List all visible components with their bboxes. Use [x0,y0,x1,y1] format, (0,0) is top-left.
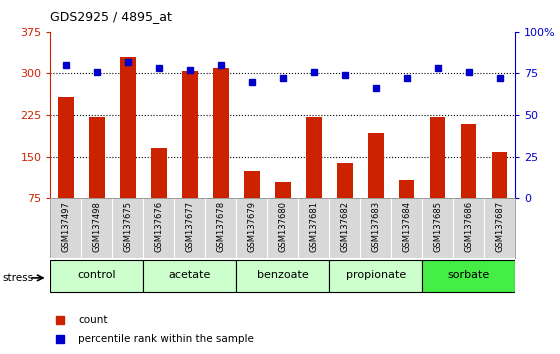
Text: GSM137685: GSM137685 [433,201,442,252]
Text: control: control [78,270,116,280]
Bar [213,68,228,198]
Bar [58,97,73,198]
Bar [399,180,414,198]
Text: GSM137682: GSM137682 [340,201,349,252]
Text: GSM137678: GSM137678 [216,201,225,252]
Text: GSM137497: GSM137497 [62,201,71,252]
Bar [236,260,329,292]
Text: GSM137686: GSM137686 [464,201,473,252]
Text: GSM137680: GSM137680 [278,201,287,252]
Text: GDS2925 / 4895_at: GDS2925 / 4895_at [50,10,172,23]
Bar [492,152,507,198]
Text: count: count [78,315,108,325]
Text: stress: stress [3,273,34,283]
Text: GSM137677: GSM137677 [185,201,194,252]
Bar [329,260,422,292]
Bar [89,117,105,198]
Text: benzoate: benzoate [257,270,309,280]
Bar [461,125,477,198]
Bar [182,71,198,198]
Text: propionate: propionate [346,270,406,280]
Text: GSM137676: GSM137676 [155,201,164,252]
Text: sorbate: sorbate [447,270,490,280]
Bar [430,117,445,198]
Text: GSM137498: GSM137498 [92,201,101,252]
Text: GSM137681: GSM137681 [309,201,318,252]
Bar [306,117,321,198]
Text: percentile rank within the sample: percentile rank within the sample [78,333,254,344]
Text: GSM137683: GSM137683 [371,201,380,252]
Text: GSM137684: GSM137684 [402,201,411,252]
Bar [422,260,515,292]
Bar [244,171,259,198]
Bar [120,57,136,198]
Bar [275,182,291,198]
Bar [151,148,167,198]
Text: GSM137675: GSM137675 [123,201,132,252]
Text: GSM137679: GSM137679 [248,201,256,252]
Text: GSM137687: GSM137687 [495,201,504,252]
Bar [50,260,143,292]
Bar [337,163,353,198]
Bar [143,260,236,292]
Text: acetate: acetate [169,270,211,280]
Bar [368,133,384,198]
